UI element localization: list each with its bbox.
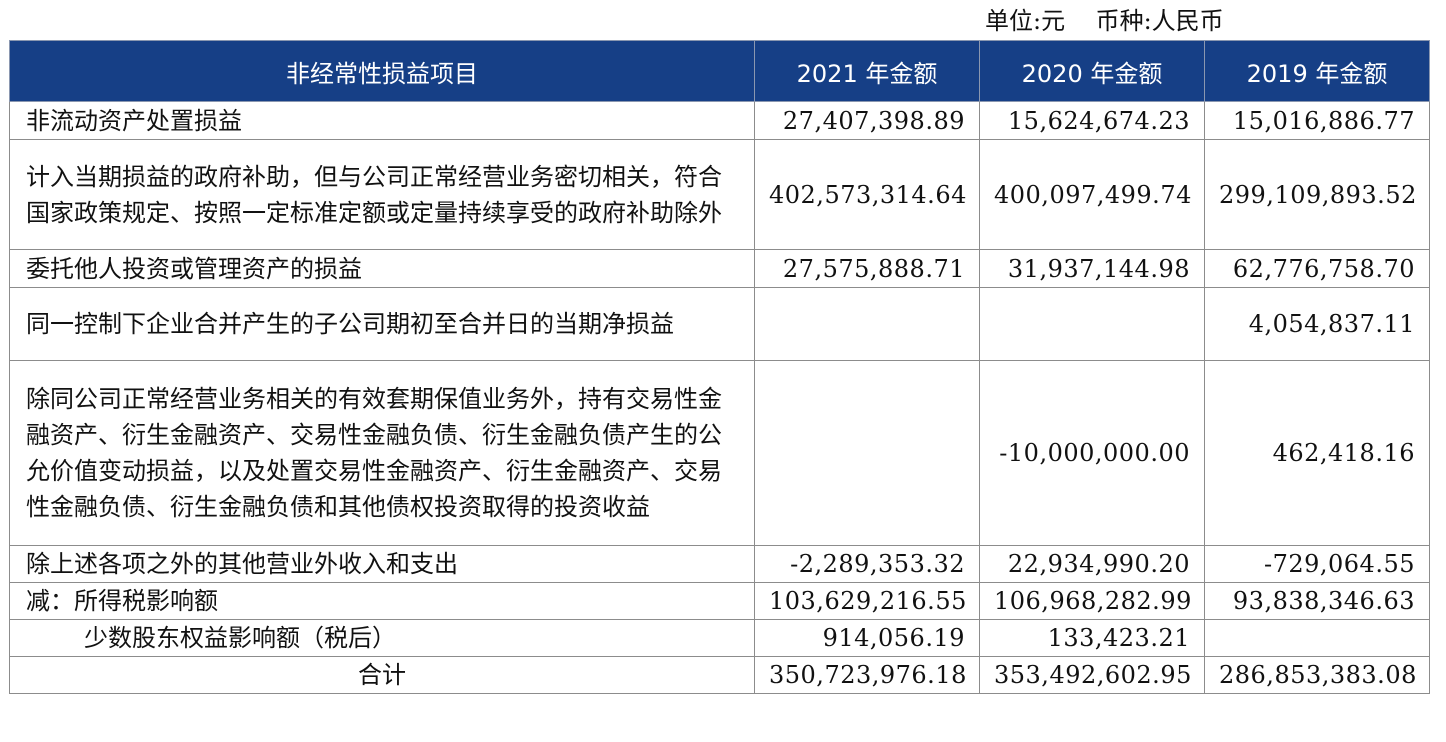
value-2020: 15,624,674.23 — [979, 101, 1205, 140]
value-2021: 27,575,888.71 — [754, 249, 980, 288]
value-2020 — [979, 287, 1205, 361]
header-2021: 2021 年金额 — [754, 40, 980, 102]
value-2021: -2,289,353.32 — [754, 545, 980, 583]
table-row-total: 合计 350,723,976.18 353,492,602.95 286,853… — [9, 656, 1430, 694]
total-2021: 350,723,976.18 — [754, 656, 980, 694]
value-2020: 31,937,144.98 — [979, 249, 1205, 288]
value-2020: 106,968,282.99 — [979, 582, 1205, 620]
value-2019: 62,776,758.70 — [1204, 249, 1430, 288]
non-recurring-gains-losses-table: 非经常性损益项目 2021 年金额 2020 年金额 2019 年金额 非流动资… — [9, 40, 1430, 694]
header-item: 非经常性损益项目 — [9, 40, 755, 102]
table-row: 同一控制下企业合并产生的子公司期初至合并日的当期净损益 4,054,837.11 — [9, 287, 1430, 361]
table-row: 减：所得税影响额 103,629,216.55 106,968,282.99 9… — [9, 582, 1430, 620]
total-2020: 353,492,602.95 — [979, 656, 1205, 694]
value-2020: 400,097,499.74 — [979, 139, 1205, 250]
row-item: 同一控制下企业合并产生的子公司期初至合并日的当期净损益 — [9, 287, 755, 361]
row-item: 计入当期损益的政府补助，但与公司正常经营业务密切相关，符合国家政策规定、按照一定… — [9, 139, 755, 250]
row-item-total: 合计 — [9, 656, 755, 694]
total-2019: 286,853,383.08 — [1204, 656, 1430, 694]
value-2020: -10,000,000.00 — [979, 360, 1205, 546]
value-2021 — [754, 287, 980, 361]
value-2019: 4,054,837.11 — [1204, 287, 1430, 361]
value-2019: 462,418.16 — [1204, 360, 1430, 546]
table-row: 除同公司正常经营业务相关的有效套期保值业务外，持有交易性金融资产、衍生金融资产、… — [9, 360, 1430, 546]
row-item: 减：所得税影响额 — [9, 582, 755, 620]
table-row: 委托他人投资或管理资产的损益 27,575,888.71 31,937,144.… — [9, 249, 1430, 288]
value-2021: 103,629,216.55 — [754, 582, 980, 620]
row-item: 除上述各项之外的其他营业外收入和支出 — [9, 545, 755, 583]
table-row: 计入当期损益的政府补助，但与公司正常经营业务密切相关，符合国家政策规定、按照一定… — [9, 139, 1430, 250]
value-2019: 15,016,886.77 — [1204, 101, 1430, 140]
table-row: 非流动资产处置损益 27,407,398.89 15,624,674.23 15… — [9, 101, 1430, 140]
row-item: 除同公司正常经营业务相关的有效套期保值业务外，持有交易性金融资产、衍生金融资产、… — [9, 360, 755, 546]
unit-currency-note: 单位:元 币种:人民币 — [985, 7, 1224, 35]
value-2021: 914,056.19 — [754, 619, 980, 657]
row-item: 委托他人投资或管理资产的损益 — [9, 249, 755, 288]
value-2020: 133,423.21 — [979, 619, 1205, 657]
row-item: 少数股东权益影响额（税后） — [9, 619, 755, 657]
value-2021: 27,407,398.89 — [754, 101, 980, 140]
value-2019 — [1204, 619, 1430, 657]
header-2020: 2020 年金额 — [979, 40, 1205, 102]
value-2021 — [754, 360, 980, 546]
table-row: 除上述各项之外的其他营业外收入和支出 -2,289,353.32 22,934,… — [9, 545, 1430, 583]
value-2019: -729,064.55 — [1204, 545, 1430, 583]
row-item: 非流动资产处置损益 — [9, 101, 755, 140]
value-2020: 22,934,990.20 — [979, 545, 1205, 583]
value-2021: 402,573,314.64 — [754, 139, 980, 250]
table-header-row: 非经常性损益项目 2021 年金额 2020 年金额 2019 年金额 — [9, 40, 1430, 102]
table-row: 少数股东权益影响额（税后） 914,056.19 133,423.21 — [9, 619, 1430, 657]
header-2019: 2019 年金额 — [1204, 40, 1430, 102]
value-2019: 299,109,893.52 — [1204, 139, 1430, 250]
value-2019: 93,838,346.63 — [1204, 582, 1430, 620]
